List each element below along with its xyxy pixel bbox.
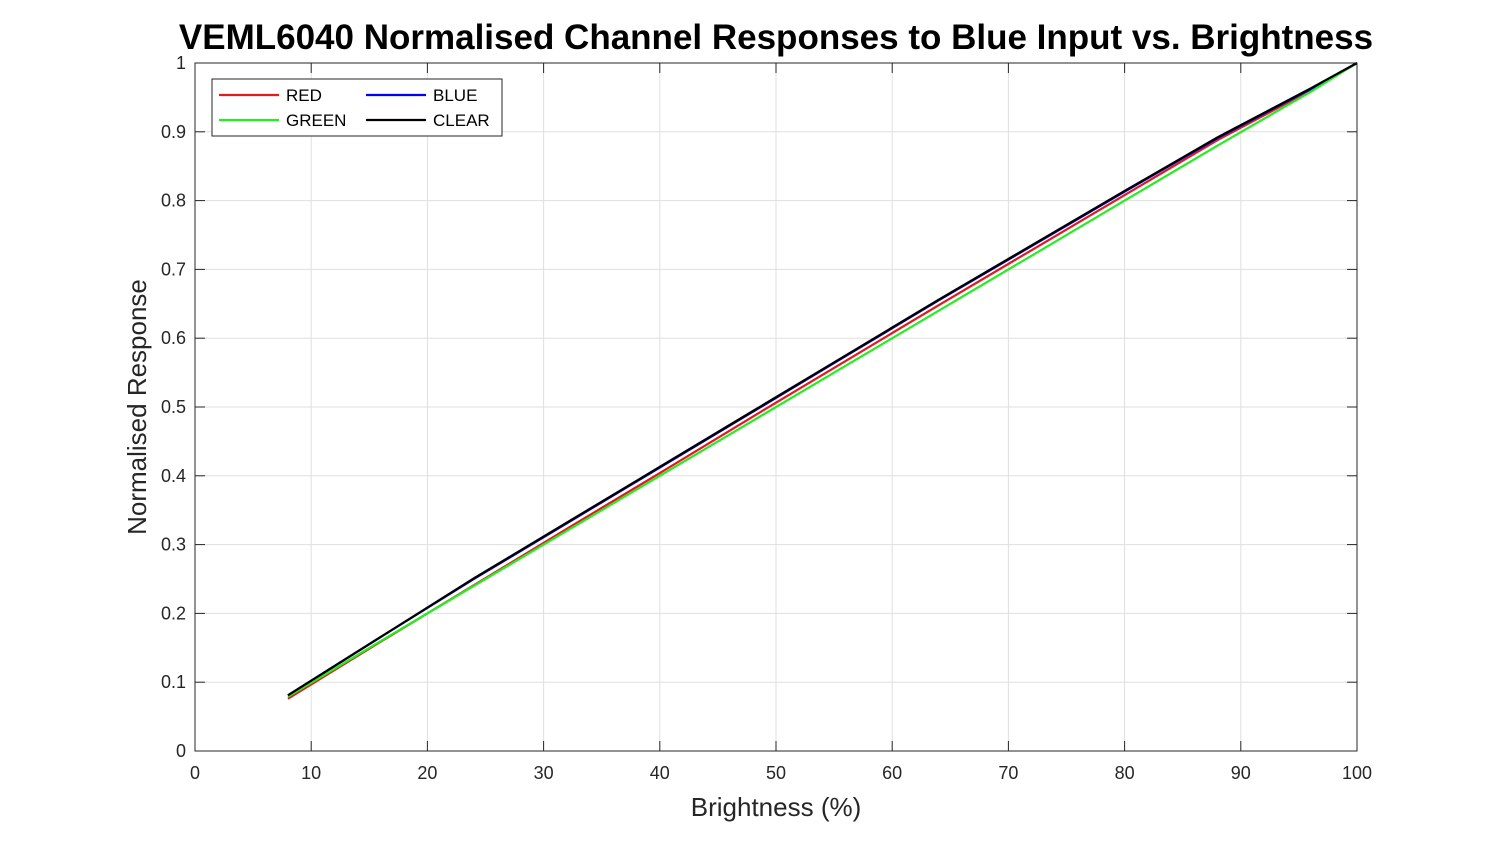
y-axis-label: Normalised Response [122,279,152,535]
x-tick-label: 20 [417,763,437,783]
x-tick-label: 80 [1115,763,1135,783]
x-axis-label: Brightness (%) [691,792,862,822]
x-tick-label: 50 [766,763,786,783]
y-tick-label: 0 [176,741,186,761]
chart-title: VEML6040 Normalised Channel Responses to… [179,18,1373,57]
x-tick-label: 100 [1342,763,1372,783]
legend-label-clear: CLEAR [433,111,490,130]
y-tick-label: 0.3 [161,535,186,555]
y-tick-label: 0.9 [161,122,186,142]
series-line-green [287,62,1358,698]
legend-box [211,78,503,137]
legend: RED BLUE GREEN CLEAR [211,78,503,137]
x-tick-label: 90 [1231,763,1251,783]
x-tick-label: 70 [998,763,1018,783]
axis-ticks: 0 10 20 30 40 50 60 70 80 90 100 0 0.1 0.2 0.3 0.4 0.5 0.… [161,53,1372,783]
x-tick-label: 40 [650,763,670,783]
series-lines [287,62,1358,700]
x-tick-label: 10 [301,763,321,783]
y-tick-label: 0.4 [161,466,186,486]
legend-label-red: RED [286,86,322,105]
y-tick-label: 0.5 [161,397,186,417]
x-tick-label: 60 [882,763,902,783]
series-line-clear [287,62,1358,697]
y-tick-label: 0.7 [161,259,186,279]
y-tick-label: 1 [176,53,186,73]
y-tick-label: 0.6 [161,328,186,348]
x-tick-label: 0 [190,763,200,783]
y-tick-label: 0.2 [161,603,186,623]
legend-label-blue: BLUE [433,86,477,105]
y-tick-label: 0.1 [161,672,186,692]
y-tick-label: 0.8 [161,191,186,211]
x-tick-label: 30 [534,763,554,783]
legend-label-green: GREEN [286,111,346,130]
